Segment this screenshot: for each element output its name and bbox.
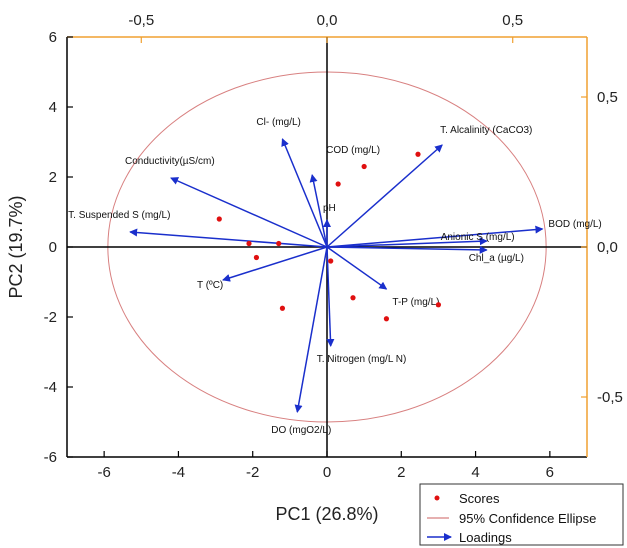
scores-layer [216, 151, 442, 322]
loading-label-cl-mg-l: Cl- (mg/L) [256, 117, 300, 128]
score-point-7 [361, 163, 367, 170]
right-tick-label-2: -0,5 [597, 389, 623, 406]
loading-arrow-anionic-s-mg-l [326, 237, 488, 248]
loading-arrow-conductivity-s-cm [170, 177, 328, 248]
loading-arrow-t-c [222, 246, 328, 282]
loading-arrow-do-mgo2-l [294, 246, 328, 413]
top-tick-label-0: -0,5 [128, 12, 154, 29]
legend: Scores 95% Confidence Ellipse Loadings [419, 483, 624, 546]
y-tick-label-1: -4 [44, 379, 57, 396]
loadings-layer: Cl- (mg/L) T. Alcalinity (CaCO3) COD (mg/L… [68, 117, 602, 436]
score-point-2 [253, 254, 260, 261]
loading-label-t-c: T (ºC) [197, 280, 223, 291]
right-tick-label-1: 0,0 [597, 239, 618, 256]
score-point-11 [435, 302, 442, 308]
score-point-10 [415, 151, 421, 157]
x-tick-label-1: -4 [172, 464, 185, 481]
loading-label-conductivity-s-cm: Conductivity(µS/cm) [125, 156, 215, 167]
loading-arrow-cl-mg-l [281, 138, 328, 248]
y-tick-label-0: -6 [44, 449, 57, 466]
legend-label-ellipse: 95% Confidence Ellipse [459, 511, 596, 526]
right-tick-label-0: 0,5 [597, 89, 618, 106]
loading-label-anionic-s-mg-l: Anionic S (mg/L) [441, 232, 515, 243]
loading-arrow-t-nitrogen-mg-l-n [326, 246, 335, 347]
loading-arrow-t-p-mg-l [326, 246, 388, 290]
legend-label-scores: Scores [459, 491, 500, 506]
x-tick-label-2: -2 [246, 464, 259, 481]
top-tick-label-2: 0,5 [502, 12, 523, 29]
legend-scores-marker [434, 495, 440, 501]
axes-layer: -6 -4 -2 0 2 4 6 -6 -4 -2 0 2 4 6 -0,5 0,0 0,5 0,5 0,0 -0,5 [44, 12, 623, 481]
loading-label-t-alcalinity-caco3: T. Alcalinity (CaCO3) [440, 125, 532, 136]
y-tick-label-6: 6 [49, 29, 57, 46]
loading-label-chl-a-g-l: Chl_a (µg/L) [469, 253, 524, 264]
x-tick-label-4: 2 [397, 464, 405, 481]
loading-arrow-t-suspended-s-mg-l [129, 228, 328, 248]
loading-label-ph: pH [323, 203, 336, 214]
loading-label-do-mgo2-l: DO (mgO2/L) [271, 425, 331, 436]
loading-label-t-nitrogen-mg-l-n: T. Nitrogen (mg/L N) [317, 354, 407, 365]
loading-label-t-suspended-s-mg-l: T. Suspended S (mg/L) [68, 210, 170, 221]
x-tick-label-5: 4 [471, 464, 479, 481]
score-point-3 [276, 240, 282, 247]
score-point-8 [350, 295, 356, 301]
y-tick-label-4: 2 [49, 169, 57, 186]
y-axis-title: PC2 (19.7%) [6, 195, 26, 298]
score-point-6 [335, 181, 341, 187]
score-point-5 [328, 258, 334, 264]
loading-arrow-t-alcalinity-caco3 [326, 144, 443, 248]
legend-box [419, 483, 624, 546]
y-tick-label-3: 0 [49, 239, 57, 256]
score-point-9 [383, 316, 390, 322]
top-tick-label-1: 0,0 [317, 12, 338, 29]
loading-label-bod-mg-l: BOD (mg/L) [548, 219, 601, 230]
x-tick-label-6: 6 [546, 464, 554, 481]
x-axis-title: PC1 (26.8%) [275, 504, 378, 524]
loading-label-t-p-mg-l: T-P (mg/L) [392, 297, 439, 308]
x-tick-label-0: -6 [97, 464, 110, 481]
loading-arrow-bod-mg-l [326, 225, 544, 248]
loading-arrow-cod-mg-l [309, 174, 328, 248]
y-tick-label-5: 4 [49, 99, 57, 116]
loading-arrow-chl-a-g-l [326, 245, 488, 254]
legend-label-loadings: Loadings [459, 530, 512, 545]
loading-label-cod-mg-l: COD (mg/L) [326, 145, 380, 156]
y-tick-label-2: -2 [44, 309, 57, 326]
x-tick-label-3: 0 [323, 464, 331, 481]
score-point-4 [279, 305, 286, 311]
score-point-1 [246, 240, 252, 247]
score-point-0 [216, 216, 222, 222]
